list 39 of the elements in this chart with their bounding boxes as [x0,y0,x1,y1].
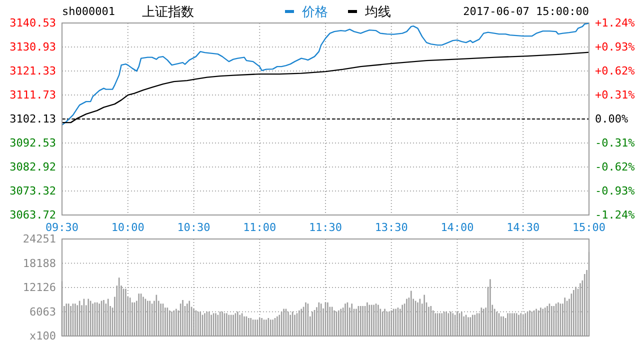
legend-label: 均线 [364,5,391,20]
legend-label: 价格 [301,5,328,20]
chart-title: 上证指数 [142,5,194,20]
y-tick-label: 18188 [22,256,56,270]
y2-tick-label: 0.00% [595,112,628,126]
y-tick-label: 3130.93 [10,40,56,54]
y-tick-label: x100 [30,330,56,343]
y2-tick-label: +0.93% [595,40,636,54]
x-tick-label: 10:30 [177,220,210,234]
y-tick-label: 3063.72 [10,208,56,222]
y-tick-label: 3092.53 [10,136,56,150]
y-tick-label: 3140.53 [10,16,56,30]
y-tick-label: 3102.13 [10,112,56,126]
x-tick-label: 09:30 [45,220,79,234]
y2-tick-label: +0.62% [595,64,636,78]
y-tick-label: 3082.92 [10,160,56,174]
x-tick-label: 15:00 [572,220,606,234]
x-tick-label: 10:00 [111,220,144,234]
y2-tick-label: -1.24% [595,208,636,222]
y-tick-label: 6063 [30,305,56,318]
y2-tick-label: -0.62% [595,160,636,174]
y-tick-label: 3073.32 [10,184,56,198]
y-tick-label: 24251 [22,232,56,246]
y2-tick-label: -0.93% [595,184,636,198]
line-series [61,22,590,126]
x-tick-label: 14:00 [440,220,474,234]
y-tick-label: 3111.73 [10,88,56,102]
y-tick-label: 3121.33 [10,64,56,78]
line-series [61,52,590,124]
y2-tick-label: -0.31% [595,136,636,150]
x-tick-label: 11:00 [243,220,276,234]
y-tick-label: 12126 [22,281,56,294]
text: 2017-06-07 15:00:00 [463,5,589,18]
y2-tick-label: +1.24% [595,16,636,30]
x-tick-label: 14:30 [506,220,540,234]
x-tick-label: 11:30 [308,220,342,234]
text: sh000001 [62,5,115,18]
x-tick-label: 13:30 [374,220,408,234]
y2-tick-label: +0.31% [595,88,636,102]
